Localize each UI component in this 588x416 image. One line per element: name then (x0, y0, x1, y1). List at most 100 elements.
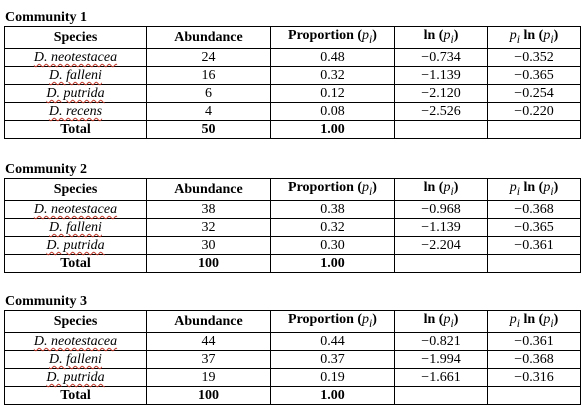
ln-cell: −0.734 (394, 47, 488, 67)
header-species: Species (4, 26, 147, 49)
table-row: D. neotestacea 44 0.44 −0.821 −0.361 (4, 331, 581, 351)
abundance-cell: 24 (146, 47, 271, 67)
header-proportion: Proportion (pi) (270, 178, 395, 201)
header-proportion: Proportion (pi) (270, 26, 395, 49)
total-label: Total (4, 119, 147, 139)
ln-cell: −1.994 (394, 349, 488, 369)
header-proportion: Proportion (pi) (270, 310, 395, 333)
proportion-cell: 0.12 (270, 83, 395, 103)
total-ln-empty (394, 385, 488, 405)
species-cell: D. putrida (4, 235, 147, 255)
species-cell: D. neotestacea (4, 331, 147, 351)
p-ln-cell: −0.365 (487, 217, 581, 237)
header-p-ln: pi ln (pi) (487, 178, 581, 201)
total-label: Total (4, 253, 147, 273)
total-ln-empty (394, 253, 488, 273)
community-block: Community 1 Species Abundance Proportion… (4, 10, 581, 139)
species-cell: D. falleni (4, 217, 147, 237)
p-ln-cell: −0.361 (487, 331, 581, 351)
p-ln-cell: −0.361 (487, 235, 581, 255)
ln-cell: −1.661 (394, 367, 488, 387)
ln-cell: −1.139 (394, 65, 488, 85)
ln-cell: −0.821 (394, 331, 488, 351)
abundance-cell: 16 (146, 65, 271, 85)
abundance-cell: 32 (146, 217, 271, 237)
header-row: Species Abundance Proportion (pi) ln (pi… (4, 310, 581, 333)
species-cell: D. falleni (4, 65, 147, 85)
ln-cell: −0.968 (394, 199, 488, 219)
p-ln-cell: −0.352 (487, 47, 581, 67)
header-abundance: Abundance (146, 310, 271, 333)
abundance-cell: 30 (146, 235, 271, 255)
total-label: Total (4, 385, 147, 405)
species-cell: D. neotestacea (4, 47, 147, 67)
header-p-ln: pi ln (pi) (487, 26, 581, 49)
species-cell: D. putrida (4, 83, 147, 103)
species-cell: D. recens (4, 101, 147, 121)
total-ln-empty (394, 119, 488, 139)
community-table: Species Abundance Proportion (pi) ln (pi… (4, 178, 581, 273)
species-cell: D. neotestacea (4, 199, 147, 219)
community-block: Community 3 Species Abundance Proportion… (4, 294, 581, 405)
p-ln-cell: −0.365 (487, 65, 581, 85)
community-block: Community 2 Species Abundance Proportion… (4, 162, 581, 273)
p-ln-cell: −0.254 (487, 83, 581, 103)
table-row: D. falleni 32 0.32 −1.139 −0.365 (4, 217, 581, 237)
proportion-cell: 0.30 (270, 235, 395, 255)
total-abundance: 100 (146, 385, 271, 405)
total-abundance: 100 (146, 253, 271, 273)
header-row: Species Abundance Proportion (pi) ln (pi… (4, 178, 581, 201)
table-row: D. neotestacea 24 0.48 −0.734 −0.352 (4, 47, 581, 67)
community-table: Species Abundance Proportion (pi) ln (pi… (4, 26, 581, 139)
total-proportion: 1.00 (270, 119, 395, 139)
header-row: Species Abundance Proportion (pi) ln (pi… (4, 26, 581, 49)
total-proportion: 1.00 (270, 385, 395, 405)
total-row: Total 100 1.00 (4, 385, 581, 405)
proportion-cell: 0.44 (270, 331, 395, 351)
proportion-cell: 0.19 (270, 367, 395, 387)
community-title: Community 2 (5, 162, 88, 177)
table-row: D. falleni 37 0.37 −1.994 −0.368 (4, 349, 581, 369)
table-row: D. putrida 6 0.12 −2.120 −0.254 (4, 83, 581, 103)
ln-cell: −2.120 (394, 83, 488, 103)
total-abundance: 50 (146, 119, 271, 139)
proportion-cell: 0.32 (270, 65, 395, 85)
community-table: Species Abundance Proportion (pi) ln (pi… (4, 310, 581, 405)
table-row: D. putrida 19 0.19 −1.661 −0.316 (4, 367, 581, 387)
abundance-cell: 19 (146, 367, 271, 387)
header-ln: ln (pi) (394, 26, 488, 49)
ln-cell: −1.139 (394, 217, 488, 237)
table-row: D. neotestacea 38 0.38 −0.968 −0.368 (4, 199, 581, 219)
abundance-cell: 38 (146, 199, 271, 219)
header-species: Species (4, 310, 147, 333)
proportion-cell: 0.32 (270, 217, 395, 237)
total-p-ln-empty (487, 119, 581, 139)
header-ln: ln (pi) (394, 178, 488, 201)
proportion-cell: 0.38 (270, 199, 395, 219)
table-row: D. recens 4 0.08 −2.526 −0.220 (4, 101, 581, 121)
total-p-ln-empty (487, 253, 581, 273)
species-cell: D. putrida (4, 367, 147, 387)
table-row: D. falleni 16 0.32 −1.139 −0.365 (4, 65, 581, 85)
community-title: Community 1 (5, 10, 88, 25)
total-row: Total 100 1.00 (4, 253, 581, 273)
abundance-cell: 37 (146, 349, 271, 369)
p-ln-cell: −0.368 (487, 349, 581, 369)
proportion-cell: 0.37 (270, 349, 395, 369)
species-cell: D. falleni (4, 349, 147, 369)
abundance-cell: 6 (146, 83, 271, 103)
header-abundance: Abundance (146, 178, 271, 201)
community-title: Community 3 (5, 294, 88, 309)
table-row: D. putrida 30 0.30 −2.204 −0.361 (4, 235, 581, 255)
header-p-ln: pi ln (pi) (487, 310, 581, 333)
p-ln-cell: −0.316 (487, 367, 581, 387)
proportion-cell: 0.08 (270, 101, 395, 121)
header-abundance: Abundance (146, 26, 271, 49)
header-species: Species (4, 178, 147, 201)
proportion-cell: 0.48 (270, 47, 395, 67)
total-proportion: 1.00 (270, 253, 395, 273)
total-row: Total 50 1.00 (4, 119, 581, 139)
header-ln: ln (pi) (394, 310, 488, 333)
ln-cell: −2.526 (394, 101, 488, 121)
